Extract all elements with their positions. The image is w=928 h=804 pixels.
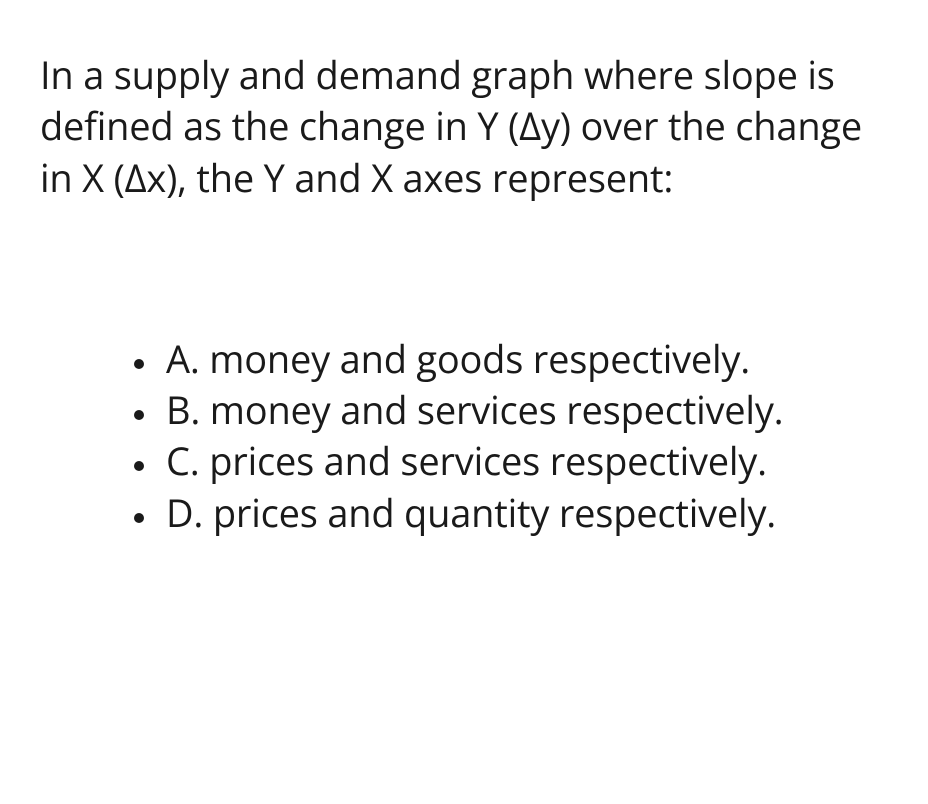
options-list: A. money and goods respectively. B. mone… bbox=[40, 334, 888, 539]
option-c: C. prices and services respectively. bbox=[160, 436, 888, 487]
option-a: A. money and goods respectively. bbox=[160, 334, 888, 385]
option-d: D. prices and quantity respectively. bbox=[160, 488, 888, 539]
option-b: B. money and services respectively. bbox=[160, 385, 888, 436]
question-text: In a supply and demand graph where slope… bbox=[40, 50, 888, 204]
